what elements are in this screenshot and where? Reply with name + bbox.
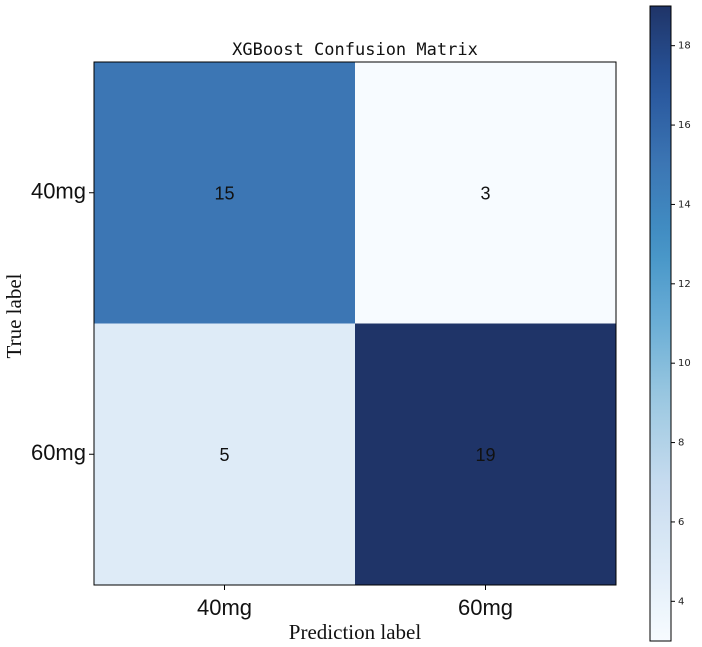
colorbar-tick-label-6: 16 <box>678 120 691 131</box>
colorbar-tick-label-0: 4 <box>678 596 684 607</box>
colorbar-tick-label-5: 14 <box>678 199 691 210</box>
cell-value-label-r1-c0: 5 <box>219 445 229 465</box>
colorbar <box>649 5 672 642</box>
cell-value-label-r0-c0: 15 <box>214 184 234 204</box>
heatmap-cell-r0-c1 <box>355 62 616 324</box>
colorbar-tick-label-7: 18 <box>678 41 691 52</box>
y-axis-label: True label <box>2 273 26 358</box>
y-axis: 40mg 60mg <box>31 179 94 465</box>
colorbar-tick-label-2: 8 <box>678 438 684 449</box>
chart-title: XGBoost Confusion Matrix <box>232 40 478 60</box>
cell-value-label-r1-c1: 19 <box>475 445 495 465</box>
y-tick-label-1: 60mg <box>31 440 86 465</box>
heatmap-cell-labels: 15 3 5 19 <box>214 184 495 466</box>
heatmap-cell-r1-c0 <box>94 323 355 585</box>
colorbar-ticks: 4 6 8 10 12 14 16 18 <box>671 41 691 607</box>
colorbar-tick-label-4: 12 <box>678 279 691 290</box>
colorbar-tick-label-3: 10 <box>678 358 691 369</box>
x-tick-label-0: 40mg <box>197 595 252 620</box>
x-axis: 40mg 60mg <box>197 585 513 620</box>
x-tick-label-1: 60mg <box>458 595 513 620</box>
x-axis-label: Prediction label <box>289 620 422 644</box>
y-tick-label-0: 40mg <box>31 179 86 204</box>
colorbar-tick-label-1: 6 <box>678 517 684 528</box>
heatmap-cell-r1-c1 <box>355 323 616 585</box>
plot-frame <box>93 61 617 586</box>
cell-value-label-r0-c1: 3 <box>480 184 490 204</box>
heatmap-cells <box>94 62 616 585</box>
heatmap-cell-r0-c0 <box>94 62 355 324</box>
